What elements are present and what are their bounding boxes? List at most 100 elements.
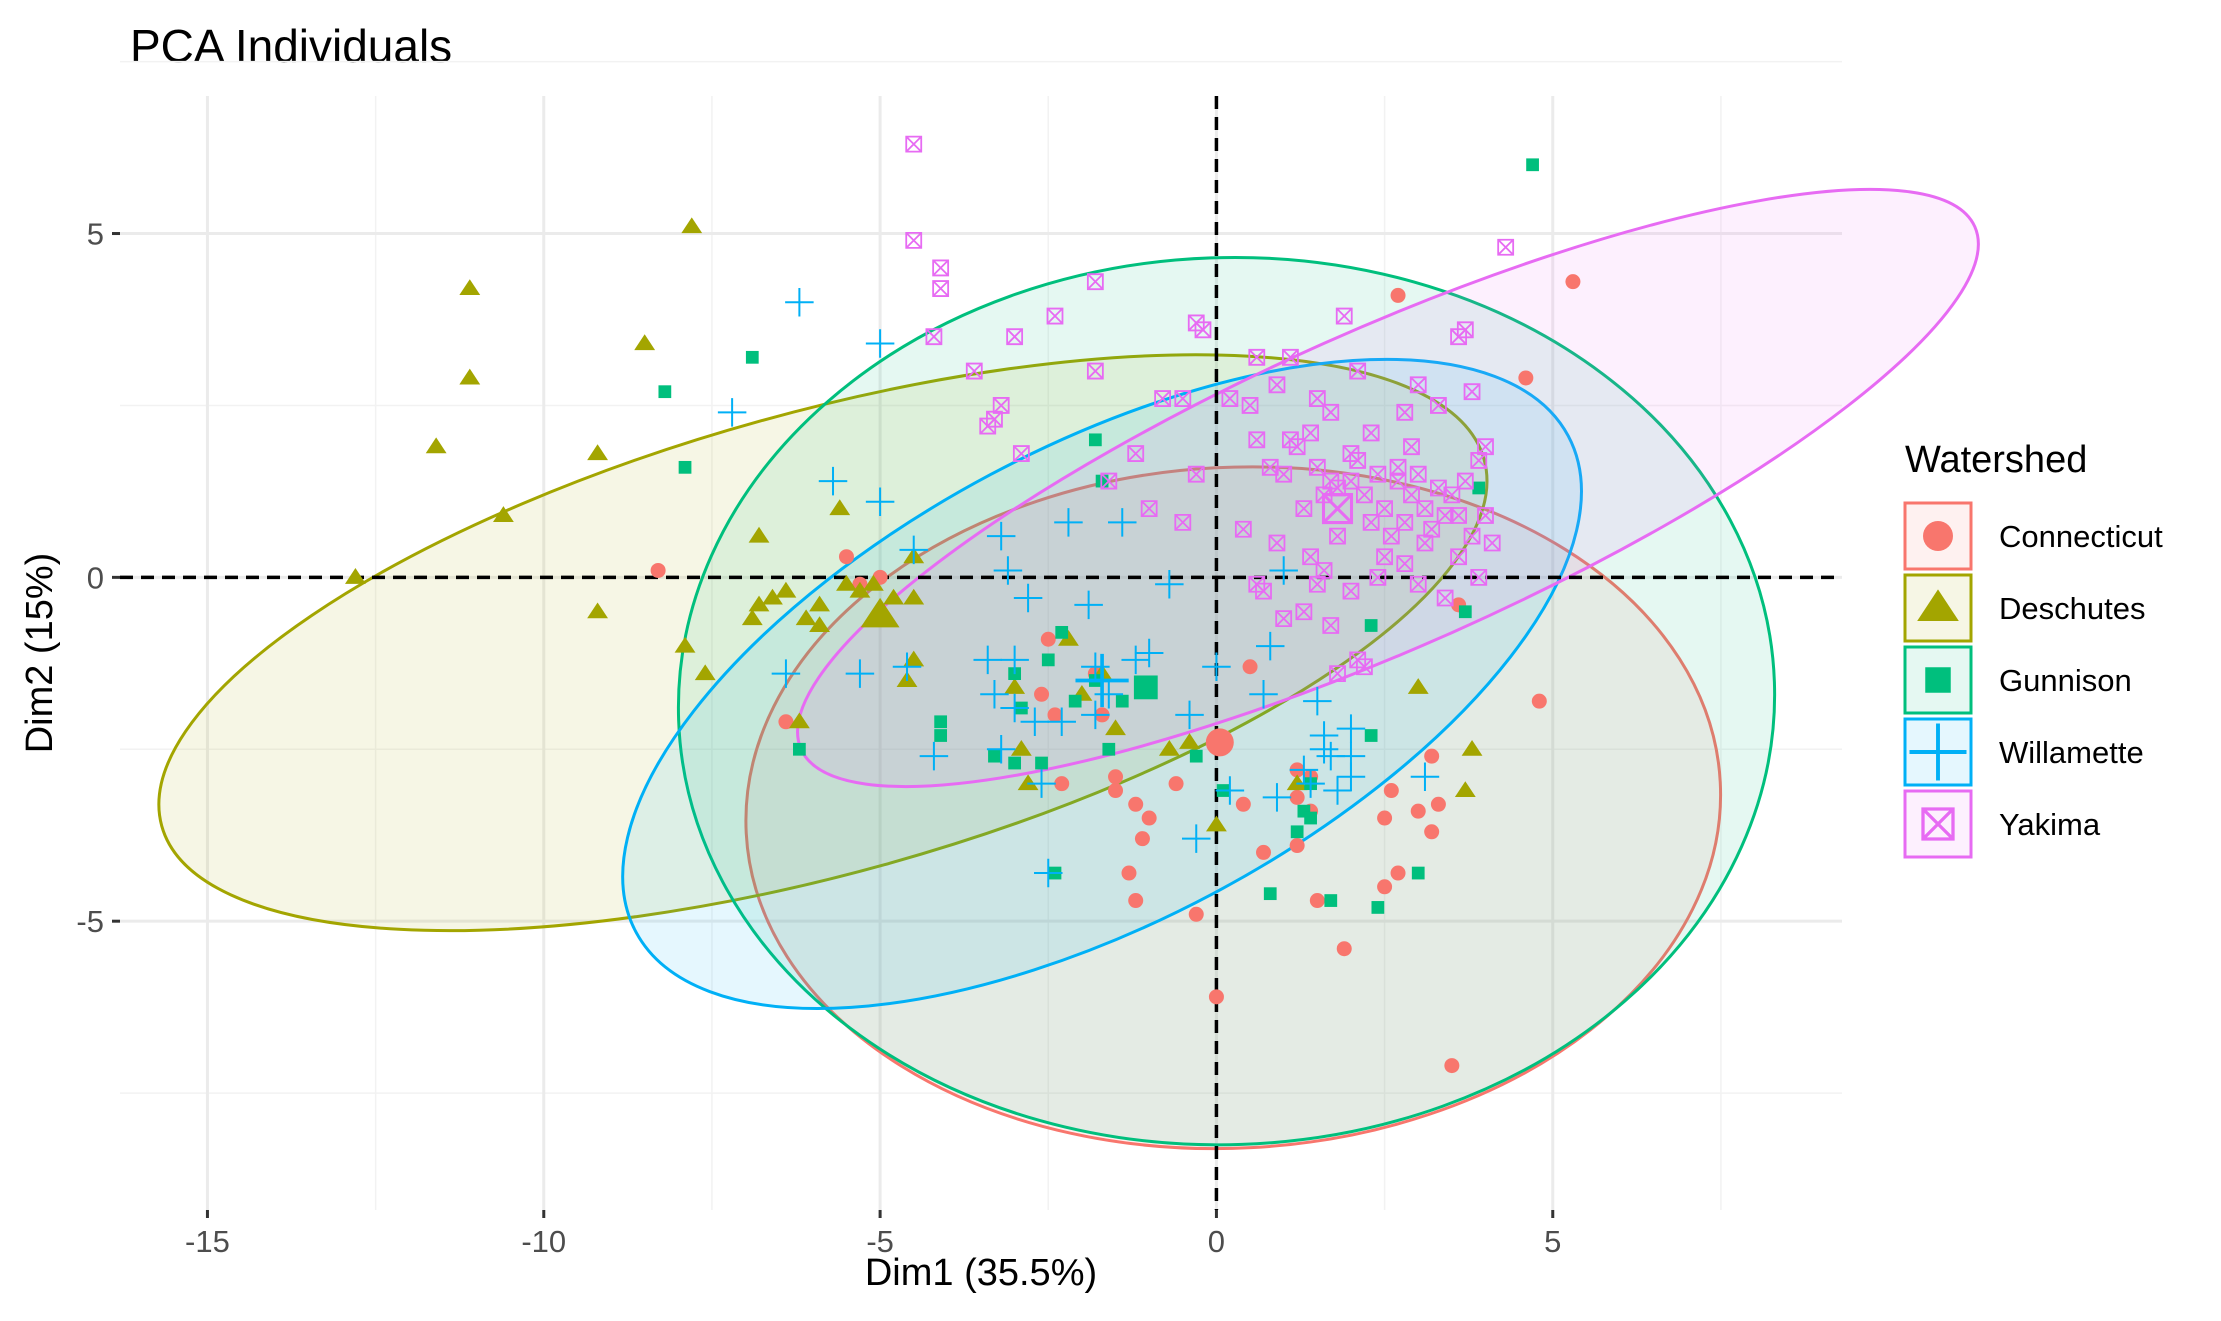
point-yakima: [1100, 472, 1118, 490]
point-yakima: [1362, 424, 1380, 442]
point-willamette: [1202, 652, 1231, 682]
point-connecticut: [1121, 865, 1137, 881]
point-deschutes: [1454, 781, 1476, 798]
point-connecticut: [838, 549, 854, 565]
point-willamette: [845, 659, 875, 688]
point-connecticut: [1108, 769, 1124, 785]
point-gunnison: [1068, 694, 1082, 708]
point-deschutes: [748, 526, 770, 543]
point-willamette: [1269, 556, 1298, 585]
point-connecticut: [1141, 810, 1157, 826]
point-connecticut: [1168, 776, 1184, 792]
point-yakima: [925, 328, 943, 346]
point-yakima: [1308, 575, 1326, 593]
point-willamette: [1027, 769, 1056, 798]
point-gunnison: [745, 350, 759, 364]
point-connecticut: [778, 714, 794, 730]
point-gunnison: [1324, 894, 1338, 907]
point-connecticut: [1383, 783, 1399, 799]
point-yakima: [1403, 438, 1420, 456]
point-gunnison: [1055, 625, 1069, 639]
point-willamette: [1081, 700, 1110, 730]
point-willamette: [1309, 735, 1339, 764]
point-yakima: [1187, 465, 1205, 483]
x-tick-label: 5: [1544, 1224, 1561, 1259]
point-willamette: [1054, 508, 1083, 537]
point-yakima: [1456, 321, 1474, 339]
point-connecticut: [1531, 693, 1547, 709]
chart-title: PCA Individuals: [130, 20, 452, 72]
point-yakima: [1376, 548, 1393, 566]
point-deschutes: [587, 444, 609, 461]
legend: Watershed Connecticut Deschutes Gunnison Wi…: [1903, 439, 2163, 859]
point-willamette: [1074, 590, 1103, 620]
point-yakima: [1356, 658, 1373, 676]
point-gunnison: [1102, 742, 1116, 756]
point-connecticut: [1565, 274, 1581, 290]
point-yakima: [1046, 307, 1064, 325]
point-deschutes: [883, 588, 904, 605]
point-yakima: [1463, 383, 1481, 401]
point-yakima: [1329, 665, 1346, 683]
point-willamette: [986, 735, 1016, 764]
point-willamette: [899, 535, 928, 565]
point-willamette: [771, 659, 801, 688]
point-deschutes: [862, 574, 884, 591]
point-yakima: [1268, 376, 1286, 394]
point-yakima: [1430, 479, 1447, 497]
point-yakima: [905, 135, 923, 153]
point-deschutes: [492, 506, 514, 522]
point-connecticut: [1377, 810, 1393, 826]
x-tick-label: -5: [866, 1224, 894, 1259]
point-yakima: [1248, 431, 1266, 449]
point-yakima: [1295, 603, 1313, 621]
point-gunnison: [1041, 653, 1055, 667]
point-deschutes: [849, 581, 871, 598]
x-tick-label: -15: [185, 1224, 230, 1259]
point-connecticut: [650, 562, 666, 578]
legend-title: Watershed: [1905, 439, 2087, 481]
confidence-ellipse-connecticut: [744, 465, 1723, 1151]
point-yakima: [1477, 507, 1494, 524]
group-centroids: [860, 493, 1354, 757]
point-deschutes: [788, 712, 810, 729]
point-yakima: [986, 410, 1003, 428]
point-connecticut: [1518, 370, 1534, 386]
point-willamette: [1108, 508, 1137, 537]
point-yakima: [1315, 562, 1333, 579]
point-yakima: [1409, 376, 1427, 394]
y-tick-label: 0: [87, 560, 104, 595]
point-yakima: [1409, 465, 1427, 483]
point-yakima: [1268, 534, 1286, 552]
point-yakima: [1396, 513, 1414, 531]
point-yakima: [1275, 465, 1293, 483]
point-connecticut: [1390, 865, 1406, 881]
point-yakima: [1450, 548, 1467, 566]
x-tick-label: 0: [1208, 1224, 1225, 1259]
point-yakima: [1443, 486, 1461, 504]
point-willamette: [865, 487, 895, 516]
point-yakima: [932, 259, 950, 277]
legend-label-yakima: Yakima: [1999, 807, 2101, 842]
point-willamette: [892, 652, 922, 682]
point-gunnison: [1411, 866, 1425, 880]
point-willamette: [818, 466, 848, 496]
point-willamette: [1000, 693, 1029, 723]
point-connecticut: [1134, 831, 1150, 847]
point-yakima: [1288, 438, 1306, 456]
point-willamette: [1047, 707, 1076, 737]
y-axis-label: Dim2 (15%): [19, 553, 61, 754]
point-gunnison: [1115, 694, 1129, 708]
point-yakima: [1396, 403, 1414, 421]
point-willamette: [993, 556, 1023, 585]
point-yakima: [1241, 397, 1259, 414]
point-connecticut: [1289, 838, 1305, 854]
confidence-ellipse-deschutes: [157, 353, 1489, 933]
point-yakima: [1416, 500, 1434, 517]
point-willamette: [973, 645, 1002, 675]
legend-marker-deschutes: [1917, 589, 1959, 622]
point-willamette: [1121, 645, 1150, 675]
point-yakima: [1174, 513, 1192, 531]
point-deschutes: [762, 588, 783, 605]
